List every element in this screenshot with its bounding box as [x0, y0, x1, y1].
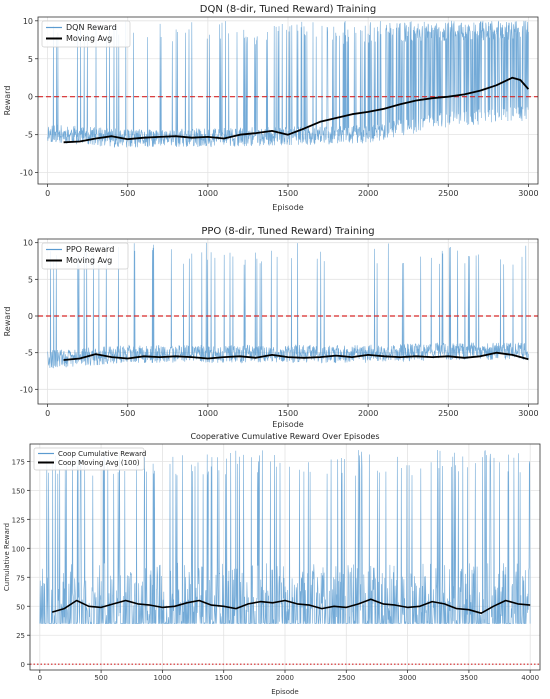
x-tick-label: 2500: [337, 674, 355, 682]
ppo-training-chart: PPO (8-dir, Tuned Reward) Training 0 500 10…: [0, 222, 550, 428]
y-tick-label: 100: [12, 545, 25, 553]
chart-title: PPO (8-dir, Tuned Reward) Training: [201, 226, 374, 237]
x-tick-label: 3000: [518, 189, 538, 198]
y-tick-label: 10: [23, 239, 33, 248]
legend-box: [33, 447, 145, 471]
x-tick-label: 2000: [358, 189, 378, 198]
y-tick-label: 150: [12, 487, 25, 495]
x-tick-label: 1000: [198, 189, 218, 198]
x-tick-label: 500: [120, 189, 135, 198]
y-tick-label: 5: [28, 55, 33, 64]
moving-average-series: [63, 351, 529, 361]
x-tick-label: 2500: [438, 409, 458, 418]
x-axis-label: Episode: [271, 688, 299, 696]
y-tick-label: 125: [12, 516, 25, 524]
x-tick-label: 2000: [276, 674, 294, 682]
x-tick-label: 3500: [460, 674, 478, 682]
x-tick-label: 1000: [153, 674, 171, 682]
y-axis-label: Reward: [3, 307, 12, 337]
x-tick-label: 2500: [438, 189, 458, 198]
y-tick-label: 0: [28, 93, 33, 102]
raw-reward-series: [47, 20, 529, 149]
y-tick-label: 0: [28, 312, 33, 321]
dqn-training-chart: DQN (8-dir, Tuned Reward) Training 0 500 10…: [0, 0, 550, 222]
legend-label-moving-avg: Coop Moving Avg (100): [58, 459, 140, 467]
ppo-chart-svg: PPO (8-dir, Tuned Reward) Training 0 500 10…: [3, 226, 539, 428]
coop-reward-chart: Cooperative Cumulative Reward Over Episo…: [0, 428, 550, 699]
x-axis-label: Episode: [272, 203, 303, 212]
y-tick-label: -10: [20, 385, 33, 394]
x-tick-label: 3000: [399, 674, 417, 682]
y-tick-label: 5: [28, 275, 33, 284]
y-tick-label: 50: [16, 603, 25, 611]
x-tick-label: 1500: [278, 409, 298, 418]
y-tick-label: 175: [12, 458, 25, 466]
chart-title: DQN (8-dir, Tuned Reward) Training: [200, 4, 376, 15]
x-tick-label: 2000: [358, 409, 378, 418]
x-tick-label: 4000: [521, 674, 539, 682]
y-tick-label: 0: [21, 661, 25, 669]
x-tick-label: 500: [120, 409, 135, 418]
coop-chart-svg: Cooperative Cumulative Reward Over Episo…: [3, 432, 541, 696]
x-tick-label: 3000: [518, 409, 538, 418]
y-axis-label: Reward: [3, 86, 12, 116]
x-tick-label: 0: [45, 409, 50, 418]
y-tick-label: -5: [25, 131, 33, 140]
dqn-chart-svg: DQN (8-dir, Tuned Reward) Training 0 500 10…: [3, 4, 539, 212]
x-tick-label: 1500: [215, 674, 233, 682]
y-tick-label: 10: [23, 17, 33, 26]
x-tick-label: 500: [94, 674, 107, 682]
legend-label-moving-avg: Moving Avg: [66, 256, 112, 265]
x-tick-label: 0: [45, 189, 50, 198]
y-axis-label: Cumulative Reward: [3, 523, 11, 591]
legend-label-raw: PPO Reward: [66, 245, 114, 254]
legend-label-raw: DQN Reward: [66, 23, 117, 32]
legend-box: [41, 20, 131, 48]
legend-box: [41, 242, 129, 270]
x-tick-label: 1000: [198, 409, 218, 418]
raw-reward-series: [47, 242, 529, 369]
x-axis-label: Episode: [272, 420, 303, 428]
y-tick-label: -5: [25, 349, 33, 358]
chart-title: Cooperative Cumulative Reward Over Episo…: [190, 432, 379, 441]
x-tick-label: 0: [38, 674, 42, 682]
y-tick-label: -10: [20, 169, 33, 178]
legend-label-raw: Coop Cumulative Reward: [58, 450, 146, 458]
moving-average-series: [51, 598, 531, 614]
y-tick-label: 75: [16, 574, 25, 582]
legend-label-moving-avg: Moving Avg: [66, 34, 112, 43]
y-tick-label: 25: [16, 632, 25, 640]
x-tick-label: 1500: [278, 189, 298, 198]
